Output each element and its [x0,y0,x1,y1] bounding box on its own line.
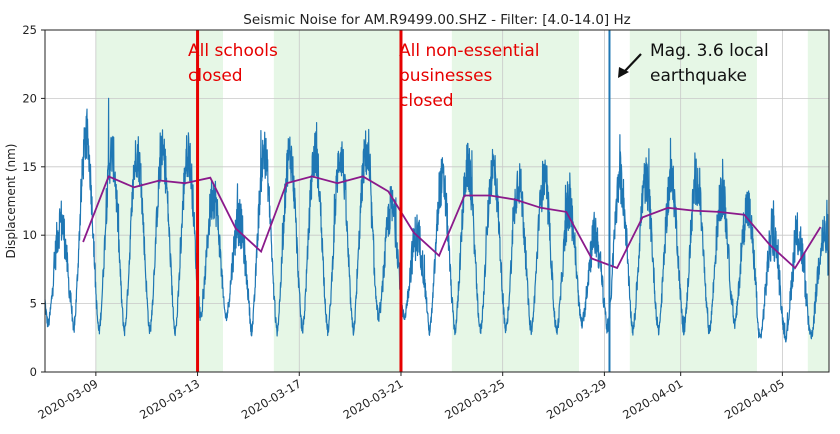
y-axis-label: Displacement (nm) [4,144,18,259]
y-tick-label-3: 15 [22,160,37,174]
annotation-earthquake-line2: earthquake [650,66,747,86]
y-tick-label-2: 10 [22,228,37,242]
x-tick-label-6: 2020-04-01 [620,376,685,422]
plot-frame [44,29,830,373]
annotation-earthquake: Mag. 3.6 local earthquake [618,41,769,86]
annotation-businesses: All non-essential businesses closed [399,41,540,111]
daily-average-line [82,175,822,270]
x-tick-label-5: 2020-03-29 [544,376,609,422]
weekday-band-1 [273,30,401,372]
earthquake-arrow [618,53,642,78]
x-axis-ticks: 2020-03-09 2020-03-13 2020-03-17 2020-03-21… [35,372,787,422]
noise-trace [44,97,830,343]
annotation-schools: All schools closed [188,41,278,86]
daily-average-series [82,175,822,270]
y-tick-label-1: 5 [30,297,37,311]
y-tick-label-4: 20 [22,91,37,105]
weekday-shading-bands [95,30,829,372]
x-tick-label-1: 2020-03-13 [137,376,202,422]
y-axis-ticks: 0 5 10 15 20 25 [22,23,45,379]
annotation-businesses-line1: All non-essential [399,41,540,61]
x-tick-label-3: 2020-03-21 [341,376,406,422]
annotation-earthquake-line1: Mag. 3.6 local [650,41,769,61]
chart-title: Seismic Noise for AM.R9499.00.SHZ - Filt… [243,12,630,28]
annotation-businesses-line3: closed [399,91,454,111]
y-tick-label-0: 0 [30,365,37,379]
y-tick-label-5: 25 [22,23,37,37]
annotation-businesses-line2: businesses [399,66,493,86]
annotation-schools-line2: closed [188,66,243,86]
weekday-band-4 [807,30,829,372]
annotation-schools-line1: All schools [188,41,278,61]
x-tick-label-0: 2020-03-09 [35,376,100,422]
x-tick-label-4: 2020-03-25 [442,376,507,422]
event-lines [196,30,611,372]
noise-series [44,97,830,343]
x-tick-label-7: 2020-04-05 [722,376,787,422]
x-tick-label-2: 2020-03-17 [239,376,304,422]
